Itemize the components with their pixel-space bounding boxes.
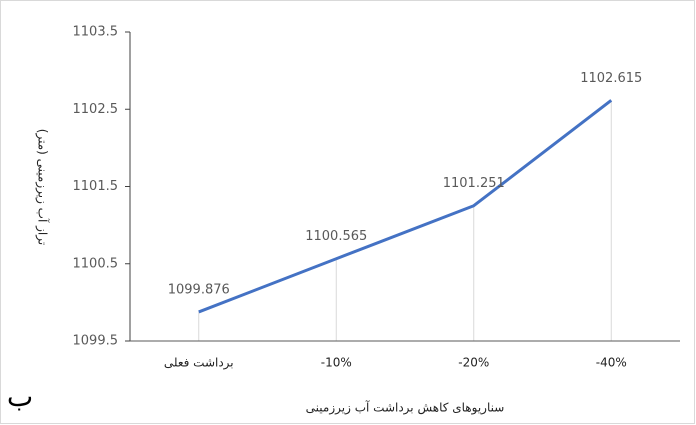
x-tick-label: -20%	[458, 356, 489, 370]
data-label: 1100.565	[305, 229, 367, 244]
x-tick-label: -10%	[321, 356, 352, 370]
y-tick-label: 1101.5	[73, 179, 119, 194]
x-axis-label: سناریوهای کاهش برداشت آب زیرزمینی	[306, 400, 505, 416]
x-tick-label: برداشت فعلی	[164, 356, 234, 371]
y-axis-label: تراز آب زیرزمینی (متر)	[35, 129, 51, 245]
annotation: ب	[7, 380, 33, 413]
y-tick-label: 1103.5	[73, 25, 119, 40]
x-tick-label: -40%	[596, 356, 627, 370]
y-tick-label: 1100.5	[73, 256, 119, 271]
y-tick-label: 1102.5	[73, 102, 119, 117]
data-label: 1101.251	[443, 176, 505, 191]
y-tick-label: 1099.5	[73, 334, 119, 349]
data-label: 1102.615	[580, 71, 642, 86]
line-series	[198, 99, 613, 314]
data-label: 1099.876	[168, 282, 230, 297]
